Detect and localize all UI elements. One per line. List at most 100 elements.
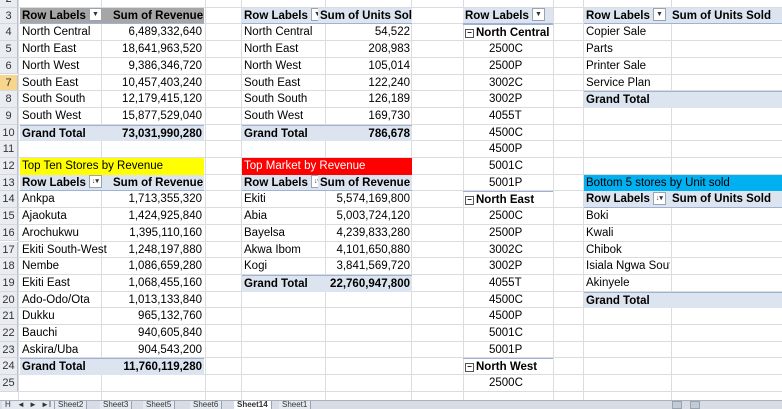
value-field-header[interactable]: Sum of Revenue [318, 174, 412, 192]
pivot-value[interactable]: 3,841,569,720 [336, 260, 410, 273]
pivot-value[interactable]: 4,101,650,880 [336, 243, 410, 256]
grand-total-value[interactable]: 1,550 [670, 291, 782, 309]
row-labels-header[interactable]: Row Labels▼ [20, 7, 111, 25]
pivot-value[interactable]: 10,457,403,240 [122, 76, 202, 89]
sort-filter-icon[interactable]: ↓▾ [652, 191, 666, 205]
pivot-value[interactable]: 5,574,169,800 [336, 193, 410, 206]
pivot-value[interactable]: 22,291 [670, 24, 782, 41]
product-row[interactable]: 4500C [489, 293, 523, 306]
pivot-row-label[interactable]: Arochukwu [22, 226, 79, 239]
value-field-header[interactable]: Sum of Revenue [111, 7, 204, 25]
pivot-value[interactable]: 1,086,659,280 [128, 260, 202, 273]
product-row[interactable]: 5001P [489, 176, 523, 189]
pivot-value[interactable]: 105,014 [368, 59, 410, 72]
sheet-tab[interactable]: Sheet5 [143, 401, 176, 409]
value-field-header[interactable]: Sum of Revenue [111, 174, 204, 192]
row-header[interactable]: 7 [0, 74, 18, 92]
pivot-row-label[interactable]: South South [244, 93, 308, 106]
collapse-icon[interactable]: − [465, 195, 474, 205]
pivot-value[interactable]: 1,068,455,160 [128, 276, 202, 289]
row-header[interactable]: 21 [0, 308, 18, 325]
pivot-value[interactable]: 15,877,529,040 [122, 109, 202, 122]
product-row[interactable]: 2500C [489, 377, 523, 390]
pivot-row-label[interactable]: Bauchi [22, 327, 58, 339]
product-row[interactable]: 4055T [489, 109, 522, 122]
filter-dropdown-icon[interactable]: ▼ [88, 8, 102, 22]
product-row[interactable]: 5001P [489, 343, 523, 356]
row-header[interactable]: 18 [0, 258, 18, 275]
pivot-row-label[interactable]: Boki [586, 210, 609, 223]
pivot-value[interactable]: 42 [670, 242, 782, 259]
row-header[interactable]: 5 [0, 41, 18, 58]
pivot-row-label[interactable]: Service Plan [586, 76, 651, 89]
pivot-row-label[interactable]: North Central [22, 26, 91, 39]
row-header[interactable]: 19 [0, 274, 18, 292]
row-labels-header[interactable]: Row Labels▼ [463, 7, 553, 25]
value-field-header[interactable]: Sum of Units Sold [670, 191, 782, 209]
group-row[interactable]: − North Central [463, 24, 553, 41]
row-header[interactable]: 15 [0, 208, 18, 225]
row-header[interactable]: 3 [0, 7, 18, 25]
grand-total-value[interactable]: 786,678 [670, 91, 782, 108]
grand-total-value[interactable]: 73,031,990,280 [111, 124, 204, 142]
pivot-row-label[interactable]: Askira/Uba [22, 343, 79, 356]
pivot-row-label[interactable]: North East [22, 43, 77, 56]
pivot-value[interactable]: 12,795 [670, 58, 782, 75]
filter-dropdown-icon[interactable]: ▼ [652, 8, 666, 22]
product-row[interactable]: 2500C [489, 210, 523, 223]
pivot-row-label[interactable]: Chibok [586, 243, 622, 256]
product-row[interactable]: 4500P [489, 310, 523, 323]
product-row[interactable]: 4500C [489, 126, 523, 139]
pivot-row-label[interactable]: Akwa Ibom [244, 243, 301, 256]
sheet-tab[interactable]: Sheet6 [190, 401, 223, 409]
pivot-row-label[interactable]: Ankpa [22, 193, 55, 206]
group-row[interactable]: − North East [463, 191, 553, 208]
grand-total-value[interactable]: 22,760,947,800 [318, 274, 412, 292]
tab-nav-button[interactable]: ►I [38, 401, 56, 409]
product-row[interactable]: 5001C [489, 160, 523, 172]
pivot-row-label[interactable]: Ekiti [244, 193, 266, 206]
sort-filter-icon[interactable]: ↓▾ [88, 175, 102, 189]
pivot-row-label[interactable]: Isiala Ngwa South [586, 260, 670, 273]
row-header[interactable]: 11 [0, 141, 18, 158]
pivot-row-label[interactable]: North West [22, 59, 80, 72]
row-header[interactable]: 4 [0, 24, 18, 42]
pivot-value[interactable]: 904,543,200 [138, 343, 202, 356]
pivot-row-label[interactable]: Bayelsa [244, 226, 285, 239]
sheet-tab[interactable]: Sheet2 [55, 401, 88, 409]
pivot-value[interactable]: 5,003,724,120 [336, 210, 410, 223]
pivot-value[interactable]: 208,983 [368, 43, 410, 56]
pivot-value[interactable]: 940,605,840 [138, 327, 202, 339]
pivot-row-label[interactable]: Ado-Odo/Ota [22, 293, 90, 306]
product-row[interactable]: 3002P [489, 260, 523, 273]
pivot-value[interactable]: 1,713,355,320 [128, 193, 202, 206]
grand-total-label[interactable]: Grand Total [242, 124, 318, 142]
pivot-value[interactable]: 965,132,760 [138, 310, 202, 323]
pivot-row-label[interactable]: North West [244, 59, 302, 72]
row-header[interactable]: 9 [0, 107, 18, 125]
sheet-tab[interactable]: Sheet3 [100, 401, 133, 409]
pivot-value[interactable]: 257,766 [670, 75, 782, 92]
row-header[interactable]: 16 [0, 224, 18, 242]
pivot-value[interactable]: 122,240 [368, 76, 410, 89]
product-row[interactable]: 3002C [489, 243, 523, 256]
pivot-value[interactable]: 18,641,963,520 [122, 43, 202, 56]
product-row[interactable]: 2500P [489, 59, 523, 72]
grand-total-label[interactable]: Grand Total [584, 291, 670, 309]
filter-dropdown-icon[interactable]: ▼ [310, 8, 318, 22]
pivot-row-label[interactable]: Ekiti East [22, 276, 70, 289]
grand-total-label[interactable]: Grand Total [584, 91, 670, 108]
row-header[interactable]: 6 [0, 57, 18, 75]
pivot-row-label[interactable]: North Central [244, 26, 313, 39]
pivot-row-label[interactable]: Printer Sale [586, 59, 647, 72]
sheet-tab[interactable]: Sheet1 [279, 401, 312, 409]
pivot-row-label[interactable]: Dukku [22, 310, 55, 323]
pivot-value[interactable]: 493,826 [670, 41, 782, 58]
row-header[interactable]: 24 [0, 358, 18, 376]
pivot-row-label[interactable]: Copier Sale [586, 26, 647, 39]
row-labels-header[interactable]: Row Labels▼ [584, 7, 670, 25]
pivot-value[interactable]: 4 [670, 225, 782, 242]
row-header[interactable]: 12 [0, 158, 18, 175]
pivot-row-label[interactable]: South West [22, 109, 82, 122]
row-labels-header[interactable]: Row Labels▼ [242, 7, 318, 25]
